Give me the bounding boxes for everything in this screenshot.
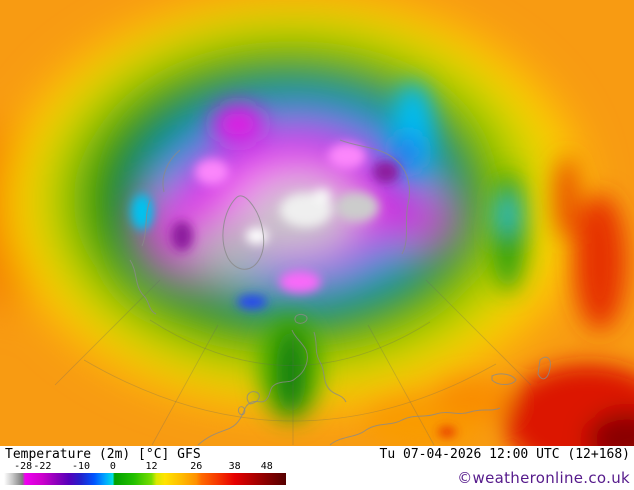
temperature-blob	[587, 411, 634, 446]
graticule	[54, 279, 532, 446]
temperature-blob	[373, 161, 399, 183]
coastline-path	[339, 139, 410, 255]
temperature-blob	[491, 172, 525, 292]
coastline-path	[491, 373, 517, 385]
legend-tick: 26	[190, 461, 203, 472]
temperature-blob	[237, 295, 267, 309]
coastline-path	[141, 199, 151, 247]
temperature-blob	[171, 221, 193, 251]
coastline-path	[313, 331, 347, 403]
legend-colorbar	[4, 473, 286, 485]
graticule-line	[151, 324, 219, 446]
temperature-blob	[436, 380, 512, 420]
coastline-path	[329, 407, 501, 446]
temperature-blob	[384, 192, 452, 244]
coastline-path	[537, 356, 551, 380]
temperature-blob	[195, 159, 229, 185]
map-area	[0, 0, 634, 446]
graticule-line	[367, 324, 435, 446]
legend-tick: -28	[14, 461, 33, 472]
coastline-path	[222, 195, 265, 270]
coastline-path	[237, 406, 246, 415]
graticule-line	[54, 279, 161, 386]
temperature-blob	[313, 189, 331, 203]
temperature-blob	[131, 194, 153, 230]
temperature-blob	[399, 135, 417, 169]
temperature-blob	[212, 104, 264, 144]
legend-tick: 38	[228, 461, 241, 472]
graticule-line	[149, 319, 431, 366]
graticule-line	[425, 279, 532, 386]
coastline-path	[246, 391, 260, 405]
map-layer-details	[131, 143, 456, 437]
copyright-text: ©weatheronline.co.uk	[457, 469, 630, 487]
legend-tick: -22	[33, 461, 52, 472]
forecast-timestamp: Tu 07-04-2026 12:00 UTC (12+168)	[379, 447, 630, 462]
map-title: Temperature (2m) [°C] GFS	[5, 447, 201, 462]
temperature-blob	[246, 228, 268, 244]
coastline-path	[294, 313, 308, 324]
coastline-path	[197, 377, 297, 446]
legend-tick: -10	[71, 461, 91, 472]
coastline-path	[129, 259, 157, 315]
legend-tick: 0	[109, 461, 116, 472]
temperature-blob	[279, 271, 321, 293]
temperature-blob	[555, 156, 579, 240]
map-layer-features	[212, 82, 634, 446]
temperature-blob	[499, 196, 515, 232]
temperature-blob	[438, 427, 456, 437]
temperature-blob	[574, 194, 626, 330]
graticule-line	[83, 359, 497, 422]
temperature-map	[0, 0, 634, 446]
temperature-blob	[276, 326, 306, 418]
temperature-blob	[335, 192, 379, 222]
legend-tick: 12	[145, 461, 158, 472]
legend-ticks: -28 -22 -10 0 12 26 38 48	[4, 461, 286, 472]
coastlines	[129, 139, 551, 446]
legend-tick: 48	[260, 461, 273, 472]
coastline-path	[162, 149, 181, 193]
footer-bar: Temperature (2m) [°C] GFS Tu 07-04-2026 …	[0, 446, 634, 490]
temperature-blob	[328, 143, 366, 169]
coastline-path	[291, 329, 308, 379]
